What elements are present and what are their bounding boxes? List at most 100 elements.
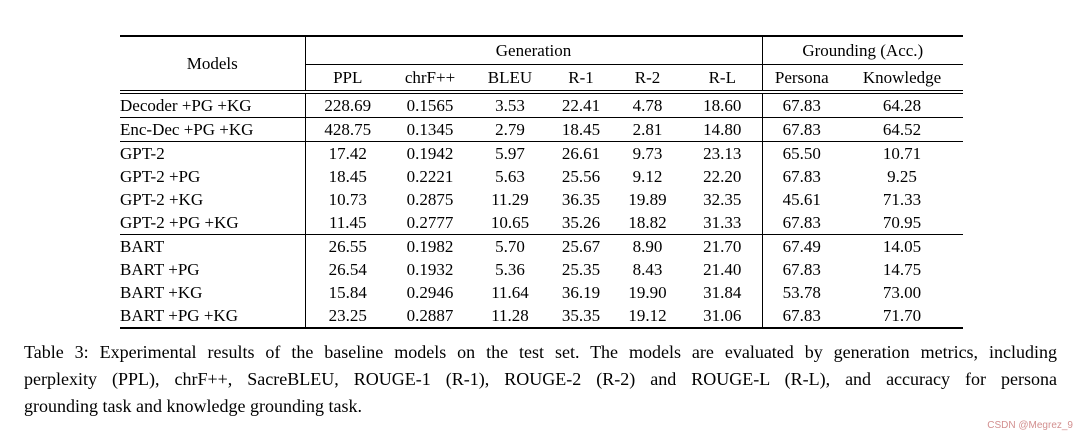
metric-value: 2.79: [470, 117, 550, 142]
metric-value: 0.2777: [406, 213, 454, 232]
metric-value: 3.53: [495, 96, 525, 115]
metric-value: 21.70: [683, 234, 763, 258]
models-column-header: Models: [120, 36, 306, 94]
column-header-persona: Persona: [762, 64, 842, 94]
model-name: GPT-2: [120, 141, 306, 165]
model-name: BART +KG: [120, 281, 306, 304]
metric-value: 18.45: [550, 117, 612, 142]
metric-value: 14.80: [683, 117, 763, 142]
metric-value: 0.1932: [406, 260, 454, 279]
metric-value: 67.49: [762, 234, 842, 258]
column-header-ppl: PPL: [305, 64, 390, 94]
metric-value: 31.33: [683, 211, 763, 235]
metric-value: 428.75: [305, 117, 390, 142]
metric-value: 19.12: [628, 306, 667, 325]
model-name: Decoder +PG +KG: [120, 92, 306, 118]
metric-value: 0.2221: [406, 167, 454, 186]
metric-value: 0.1982: [390, 234, 470, 258]
metric-value: 45.61: [782, 190, 821, 209]
caption-line: perplexity (PPL), chrF++, SacreBLEU, ROU…: [24, 369, 1057, 389]
metric-value: 5.36: [495, 260, 525, 279]
metric-value: 65.50: [762, 141, 842, 165]
metric-value: 9.25: [887, 167, 917, 186]
metric-value: 31.84: [683, 281, 763, 304]
metric-value: 0.2875: [406, 190, 454, 209]
metric-value: 22.20: [683, 165, 763, 188]
metric-value: 67.83: [782, 260, 821, 279]
metric-value: 0.1565: [406, 96, 454, 115]
metric-value: 26.55: [305, 234, 390, 258]
metric-value: 228.69: [324, 96, 372, 115]
table-caption: Table 3: Experimental results of the bas…: [24, 339, 1057, 420]
table-row: GPT-2 +KG 10.73 0.2875 11.29 36.35 19.89 32.35…: [120, 188, 963, 211]
metric-value: 5.70: [470, 234, 550, 258]
model-name: BART: [120, 234, 306, 258]
metric-value: 0.1345: [390, 117, 470, 142]
metric-value: 14.05: [841, 234, 964, 258]
metric-value: 31.06: [683, 304, 763, 328]
model-name: GPT-2 +KG: [120, 188, 306, 211]
metric-value: 64.52: [841, 117, 964, 142]
metric-value: 25.67: [550, 234, 612, 258]
generation-group-header: Generation: [305, 36, 763, 65]
column-header-knowledge: Knowledge: [841, 64, 964, 94]
metric-value: 11.28: [491, 306, 529, 325]
metric-value: 11.29: [491, 190, 529, 209]
metric-value: 18.45: [328, 167, 367, 186]
metric-value: 67.83: [782, 306, 821, 325]
subheader-row: PPL chrF++ BLEU R-1 R-2 R-L Persona Know…: [120, 64, 964, 94]
metric-value: 25.35: [561, 260, 601, 279]
table-body: Decoder +PG +KG 228.69 0.1565 3.53 22.41 4.78…: [120, 92, 964, 328]
model-name: BART +PG +KG: [120, 304, 306, 328]
metric-value: 71.70: [882, 306, 922, 325]
metric-value: 23.25: [328, 306, 367, 325]
metric-value: 67.83: [782, 213, 821, 232]
metric-value: 32.35: [683, 188, 763, 211]
table-row: BART +PG 26.54 0.1932 5.36 25.35 8.43 21.40 67.…: [120, 258, 963, 281]
metric-value: 5.97: [470, 141, 550, 165]
metric-value: 73.00: [882, 283, 922, 302]
column-header-r1: R-1: [550, 64, 612, 94]
column-header-bleu: BLEU: [470, 64, 550, 94]
metric-value: 9.73: [612, 141, 683, 165]
metric-value: 17.42: [305, 141, 390, 165]
table-row: Enc-Dec +PG +KG 428.75 0.1345 2.79 18.45 2.81…: [120, 117, 964, 142]
metric-value: 64.28: [882, 96, 922, 115]
metric-value: 67.83: [762, 117, 842, 142]
table-row: GPT-2 +PG 18.45 0.2221 5.63 25.56 9.12 22.20 67…: [120, 165, 963, 188]
grounding-group-header: Grounding (Acc.): [762, 36, 964, 65]
metric-value: 18.82: [628, 213, 667, 232]
metric-value: 8.90: [612, 234, 683, 258]
metric-value: 21.40: [683, 258, 763, 281]
metric-value: 11.45: [328, 213, 367, 232]
metric-value: 8.43: [632, 260, 663, 279]
metric-value: 10.73: [328, 190, 367, 209]
metric-value: 23.13: [683, 141, 763, 165]
metric-value: 70.95: [882, 213, 922, 232]
metric-value: 36.35: [561, 190, 601, 209]
metric-value: 11.64: [491, 283, 529, 302]
caption-line: Table 3: Experimental results of the bas…: [24, 342, 1057, 362]
metric-value: 26.54: [328, 260, 367, 279]
metric-value: 19.90: [628, 283, 667, 302]
metric-value: 67.83: [782, 96, 821, 115]
metric-value: 35.35: [561, 306, 601, 325]
metric-value: 35.26: [561, 213, 601, 232]
metric-value: 0.2946: [406, 283, 454, 302]
model-name: Enc-Dec +PG +KG: [120, 117, 306, 142]
model-name: GPT-2 +PG: [120, 165, 306, 188]
metric-value: 18.60: [683, 92, 763, 118]
metric-value: 15.84: [328, 283, 367, 302]
column-header-r2: R-2: [612, 64, 683, 94]
table-row: BART +PG +KG 23.25 0.2887 11.28 35.35 19.12 31…: [120, 304, 963, 328]
table-row: BART +KG 15.84 0.2946 11.64 36.19 19.90 31.84 5…: [120, 281, 963, 304]
metric-value: 4.78: [632, 96, 663, 115]
metric-value: 10.65: [490, 213, 530, 232]
table-row: BART 26.55 0.1982 5.70 25.67 8.90 21.70 67.49 14…: [120, 234, 964, 258]
metric-value: 2.81: [612, 117, 683, 142]
caption-line: grounding task and knowledge grounding t…: [24, 396, 362, 416]
metric-value: 0.2887: [406, 306, 454, 325]
column-header-chrf: chrF++: [390, 64, 470, 94]
metric-value: 26.61: [550, 141, 612, 165]
